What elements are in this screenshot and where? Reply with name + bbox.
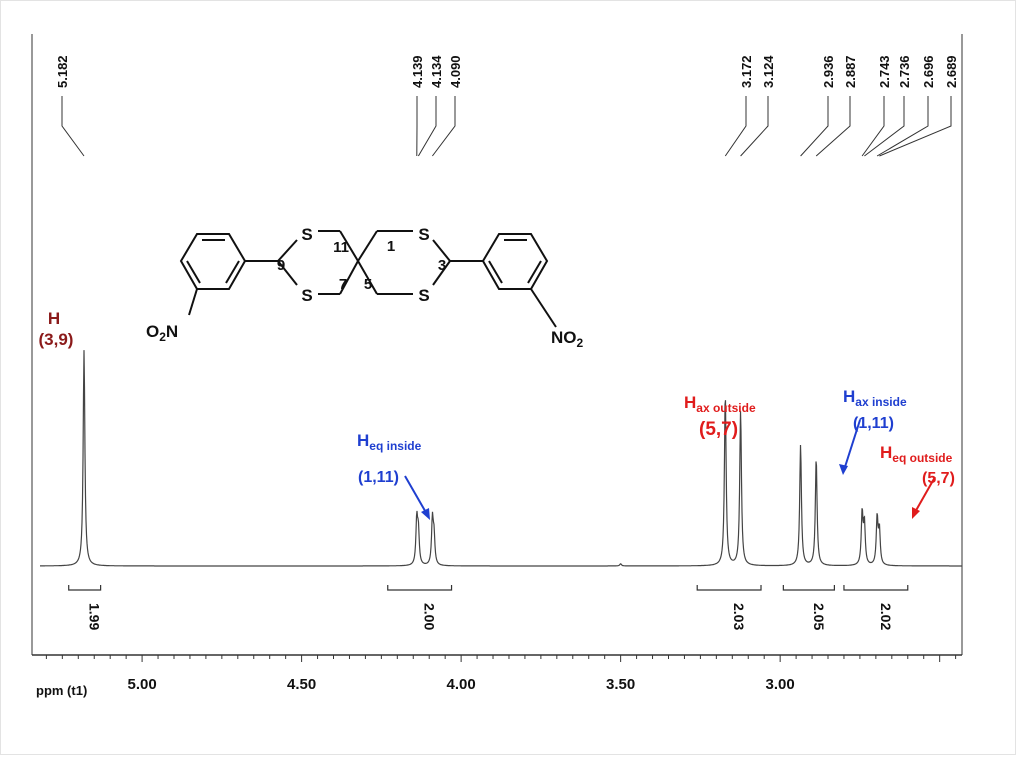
atom-number-5: 5	[364, 276, 372, 293]
right-nitro-bond	[531, 289, 556, 327]
left-ring-double-bond	[187, 261, 200, 283]
integral-value: 2.02	[878, 603, 894, 630]
spectrum-trace	[40, 350, 962, 566]
peak-pick-label: 4.090	[448, 55, 463, 88]
atom-number-1: 1	[387, 238, 395, 255]
integral-bracket	[69, 585, 101, 590]
atom-number-9: 9	[277, 257, 285, 274]
right-ring-double-bond	[489, 261, 502, 283]
hax-outside-label: Hax outside	[684, 393, 756, 415]
heq-inside-sub: eq inside	[369, 439, 421, 453]
peak-pick-label: 2.743	[877, 55, 892, 88]
peak-pick-label: 5.182	[55, 55, 70, 88]
peak-pick-leader	[816, 96, 850, 156]
sulfur-label: S	[301, 225, 312, 244]
peak-pick-leader	[877, 96, 928, 156]
chart-marks: 5.182 4.139 4.134 4.090 3.172 3.124 2.936 2.887…	[32, 34, 962, 698]
right-ring-double-bond	[528, 261, 541, 283]
heq-inside-arrowhead	[421, 508, 430, 520]
right-benzene-ring	[483, 234, 547, 289]
sulfur-label: S	[418, 286, 429, 305]
integral-bracket	[388, 585, 452, 590]
hax-outside-h: H	[684, 393, 696, 412]
peak-pick-label: 3.124	[761, 55, 776, 88]
x-tick-label: 3.50	[606, 676, 635, 693]
sulfur-label: S	[418, 225, 429, 244]
integral-bracket	[697, 585, 761, 590]
integral-value: 2.00	[422, 603, 438, 630]
hax-inside-label: Hax inside	[843, 387, 907, 409]
heq-inside-label: Heq inside	[357, 431, 422, 453]
peak-pick-leader	[862, 96, 884, 156]
atom-number-7: 7	[339, 276, 347, 293]
bond-spiro-c1	[358, 231, 377, 261]
atom-number-3: 3	[438, 257, 446, 274]
x-axis-label: ppm (t1)	[36, 683, 87, 698]
heq-outside-sub: eq outside	[892, 451, 952, 465]
integral-bracket	[783, 585, 834, 590]
left-nitro-bond	[189, 289, 197, 315]
peak-pick-leader	[725, 96, 746, 156]
heq-inside-arrow	[405, 476, 428, 516]
peak-pick-leader	[801, 96, 828, 156]
integral-bracket	[844, 585, 908, 590]
no2-subscript: 2	[577, 336, 584, 350]
hax-inside-arrow	[844, 420, 860, 470]
x-tick-label: 4.50	[287, 676, 316, 693]
sulfur-label: S	[301, 286, 312, 305]
peak-pick-label: 2.689	[944, 55, 959, 88]
h39-position: (3,9)	[39, 330, 74, 349]
no2-group-label: NO2	[551, 328, 584, 350]
x-tick-label: 5.00	[127, 676, 156, 693]
left-ring-double-bond	[226, 261, 239, 283]
h39-label: H	[48, 309, 60, 328]
heq-outside-position: (5,7)	[922, 470, 955, 487]
peak-pick-label: 2.936	[821, 55, 836, 88]
peak-pick-label: 2.736	[897, 55, 912, 88]
peak-pick-label: 2.696	[921, 55, 936, 88]
hax-outside-position: (5,7)	[699, 419, 738, 440]
peak-pick-leader	[418, 96, 436, 156]
o2n-group-label: O2N	[146, 322, 178, 344]
structure-labels: S S S S 9 11 7 1 5 3 O2N NO2	[146, 225, 584, 350]
no2-no: NO	[551, 328, 577, 347]
x-tick-label: 4.00	[447, 676, 476, 693]
atom-number-11: 11	[333, 239, 349, 256]
hax-outside-sub: ax outside	[696, 401, 756, 415]
peak-pick-label: 2.887	[843, 55, 858, 88]
integral-value: 1.99	[87, 603, 103, 630]
hax-inside-sub: ax inside	[855, 395, 907, 409]
integral-value: 2.05	[811, 603, 827, 630]
peak-pick-label: 4.134	[429, 55, 444, 88]
heq-outside-label: Heq outside	[880, 443, 953, 465]
integral-value: 2.03	[731, 603, 747, 630]
peak-pick-leader	[741, 96, 768, 156]
peak-pick-leader	[62, 96, 84, 156]
peak-pick-label: 3.172	[739, 55, 754, 88]
heq-inside-h: H	[357, 431, 369, 450]
hax-inside-h: H	[843, 387, 855, 406]
x-tick-label: 3.00	[766, 676, 795, 693]
peak-pick-leader	[879, 96, 951, 156]
peak-pick-label: 4.139	[410, 55, 425, 88]
heq-outside-h: H	[880, 443, 892, 462]
o2n-n: N	[166, 322, 178, 341]
left-benzene-ring	[181, 234, 245, 289]
annotation-arrows	[405, 420, 935, 520]
hax-inside-arrowhead	[839, 464, 848, 475]
heq-inside-position: (1,11)	[358, 469, 399, 486]
o2n-o: O	[146, 322, 159, 341]
